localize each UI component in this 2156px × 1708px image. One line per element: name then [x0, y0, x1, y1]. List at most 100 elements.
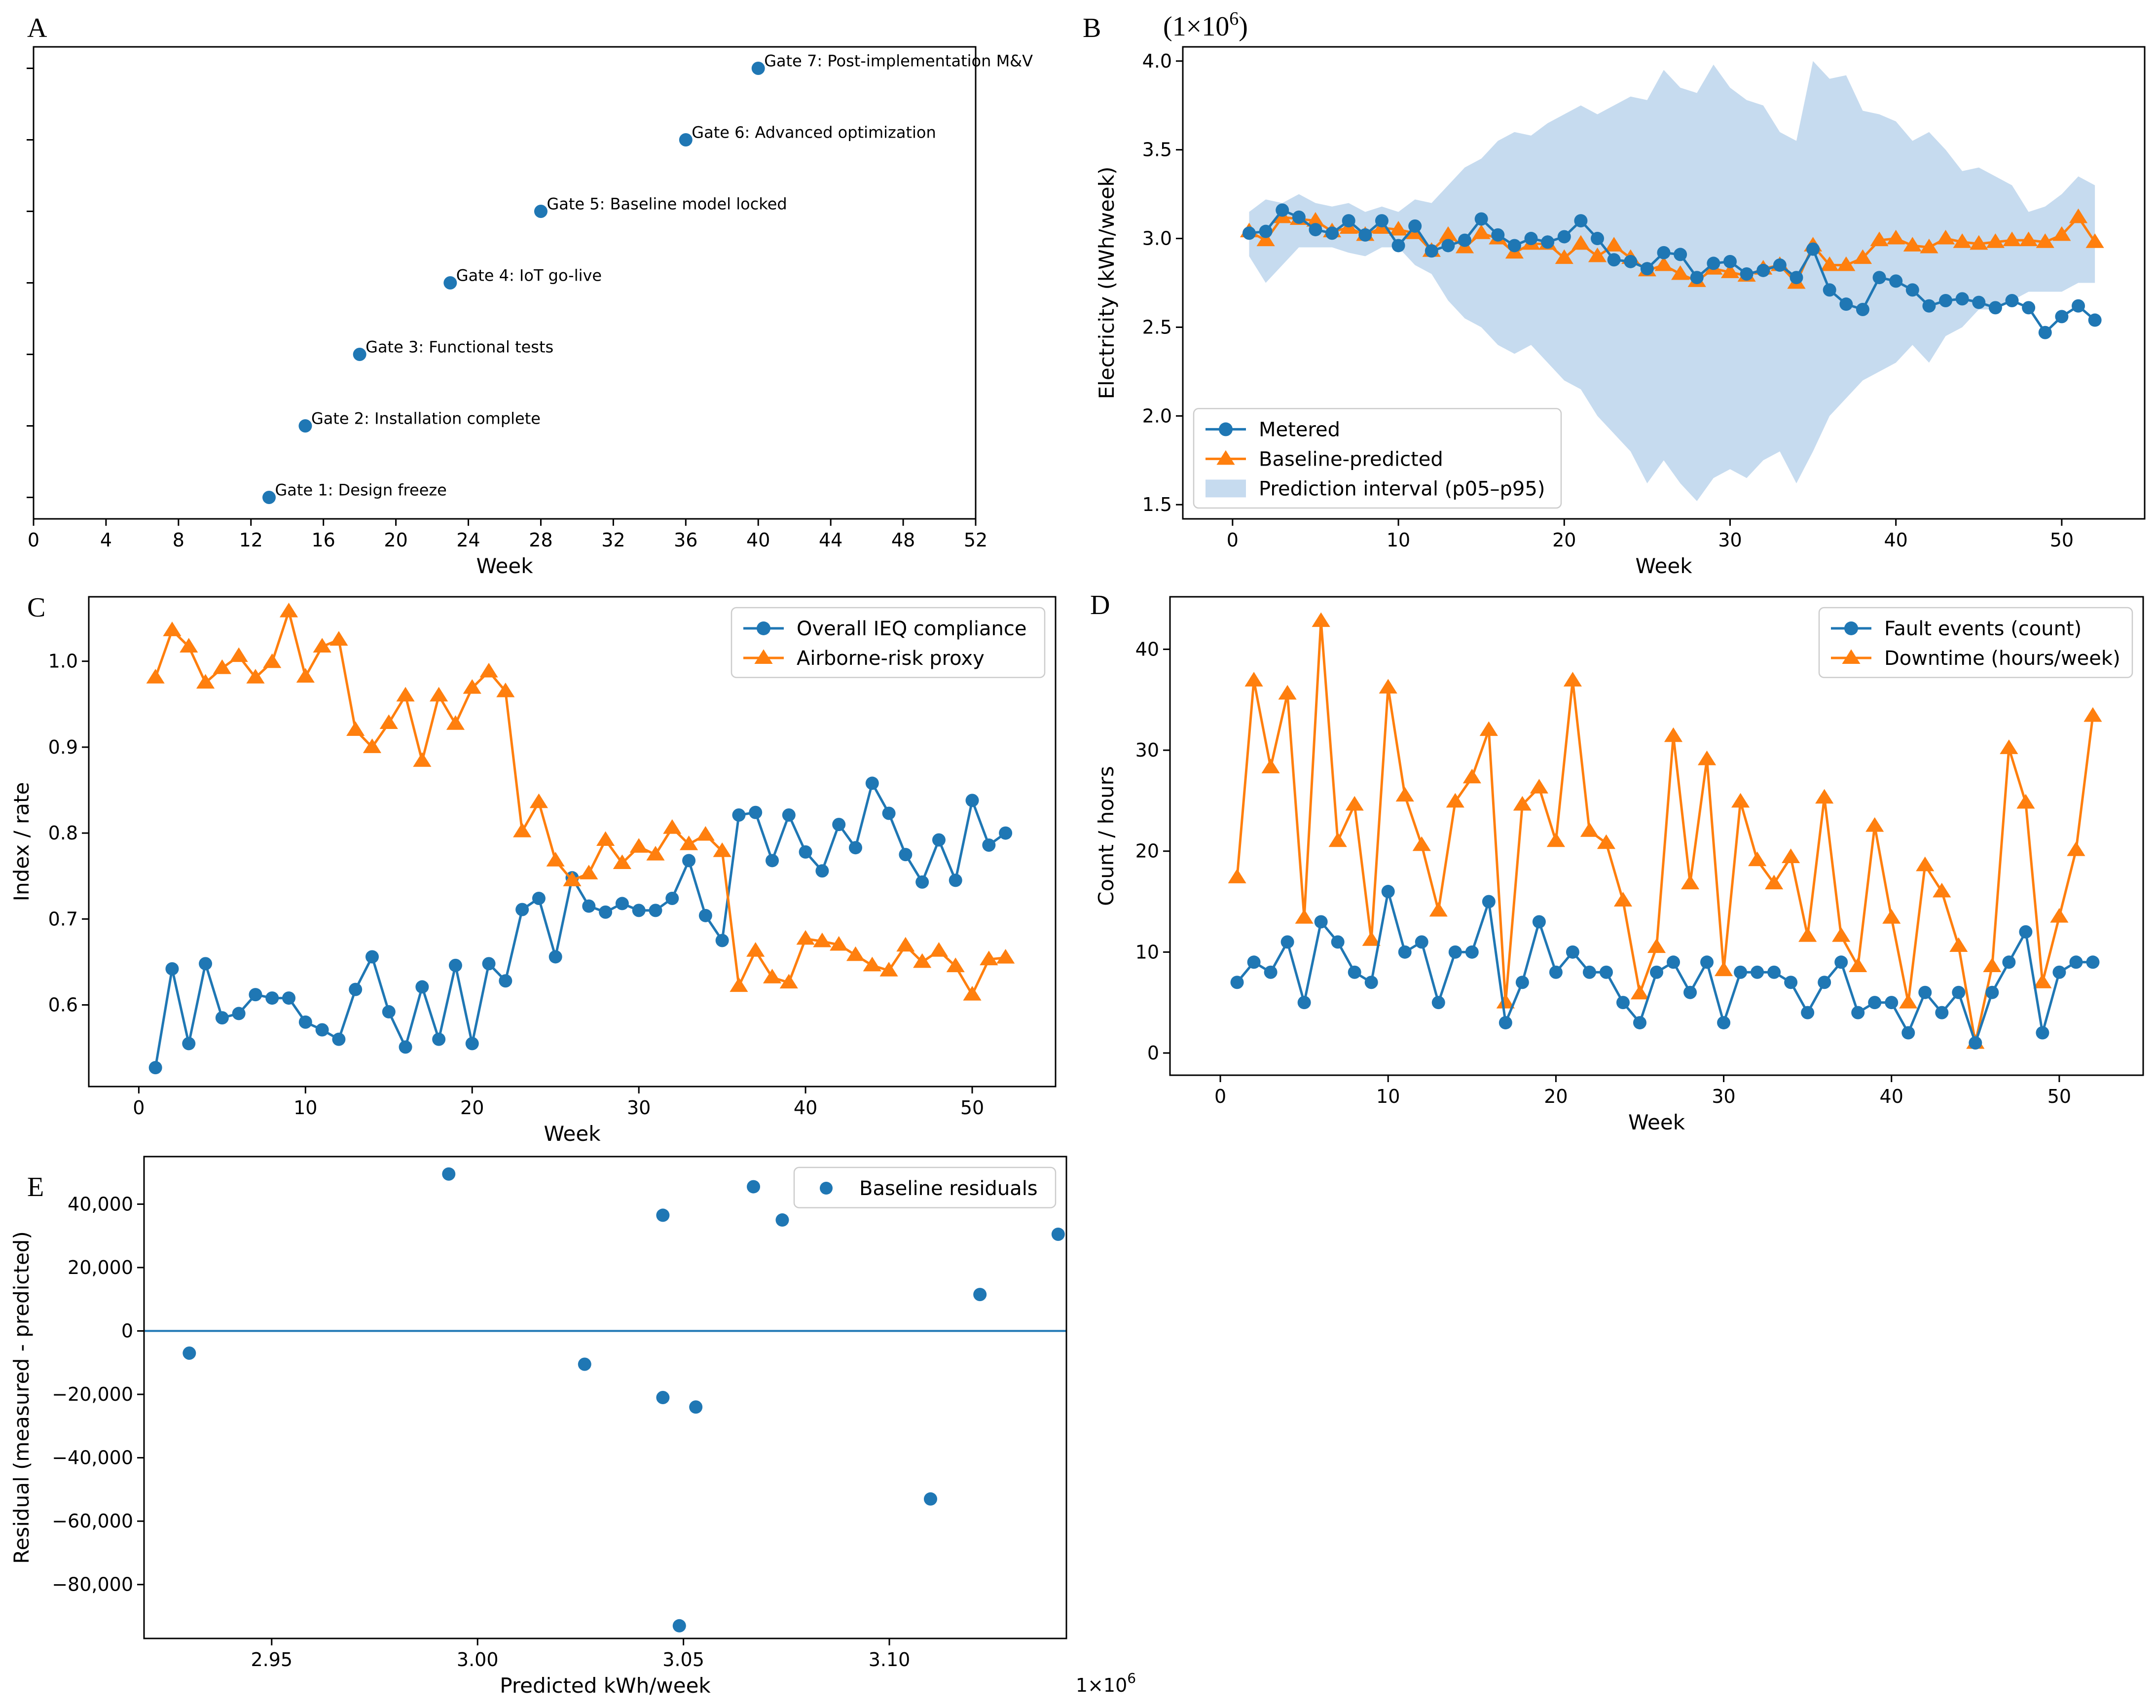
gate-label: Gate 4: IoT go-live: [456, 266, 602, 285]
downtime-point: [1782, 848, 1800, 863]
metered-point: [1988, 301, 2002, 315]
metered-point: [1723, 254, 1737, 268]
x-tick-label: 30: [1718, 529, 1742, 551]
y-tick-label: 0.9: [48, 736, 78, 758]
baseline-predicted-point: [2052, 226, 2071, 241]
ieq-compliance-point: [182, 1037, 196, 1051]
ieq-compliance-point: [365, 950, 379, 964]
ieq-compliance-point: [165, 962, 179, 976]
baseline-predicted-line: [1248, 216, 2096, 284]
airborne-risk-point: [446, 715, 465, 730]
airborne-risk-point: [513, 822, 532, 837]
gate-point: [298, 419, 312, 433]
ieq-compliance-point: [548, 950, 562, 964]
ieq-compliance-point: [349, 982, 363, 996]
metered-point: [1574, 214, 1588, 228]
metered-point: [1839, 297, 1853, 311]
downtime-point: [1362, 931, 1381, 946]
downtime-point: [2067, 841, 2085, 856]
ieq-compliance-line: [154, 782, 1007, 1068]
metered-point: [2022, 301, 2036, 315]
ieq-compliance-point: [265, 991, 279, 1005]
baseline-predicted-point: [2085, 233, 2104, 248]
metered-point: [1591, 232, 1605, 246]
downtime-point: [1630, 984, 1649, 1000]
ieq-compliance-point: [682, 854, 696, 868]
downtime-point: [1899, 993, 1918, 1009]
airborne-risk-point: [313, 638, 331, 653]
metered-point: [1640, 262, 1654, 276]
legend-marker: [1219, 422, 1233, 436]
ieq-compliance-point: [782, 808, 796, 822]
fault-events-point: [2019, 925, 2033, 939]
airborne-risk-point: [746, 942, 765, 957]
downtime-point: [1916, 856, 1935, 872]
x-axis-label: Predicted kWh/week: [500, 1673, 711, 1698]
baseline-predicted-point: [1837, 256, 1856, 271]
airborne-risk-point: [613, 854, 631, 870]
downtime-point: [1462, 768, 1481, 784]
downtime-point: [1530, 779, 1548, 794]
metered-point: [1922, 299, 1936, 313]
airborne-risk-point: [496, 682, 515, 697]
y-axis-label: Electricity (kWh/week): [1095, 167, 1119, 400]
residual-point: [578, 1357, 591, 1371]
airborne-risk-point: [329, 631, 348, 646]
downtime-point: [1312, 612, 1330, 627]
gate-label: Gate 7: Post-implementation M&V: [764, 52, 1033, 71]
gate-point: [262, 491, 276, 504]
downtime-point: [1765, 874, 1784, 890]
x-tick-label: 50: [2050, 529, 2074, 551]
x-tick-label: 10: [1387, 529, 1410, 551]
metered-point: [1690, 271, 1704, 285]
y-tick-label: 2.0: [1142, 405, 1172, 427]
downtime-point: [1815, 789, 1834, 804]
airborne-risk-point: [896, 937, 915, 952]
residual-point: [747, 1180, 761, 1194]
gate-point: [534, 205, 548, 218]
metered-point: [1773, 258, 1787, 272]
y-tick-label: 40,000: [68, 1193, 133, 1215]
fault-events-point: [1297, 996, 1311, 1010]
x-tick-label: 2.95: [251, 1649, 292, 1671]
ieq-compliance-point: [432, 1032, 446, 1046]
airborne-risk-point: [763, 969, 782, 983]
airborne-risk-point: [229, 647, 248, 662]
baseline-predicted-point: [1571, 235, 1590, 250]
downtime-point: [1865, 817, 1884, 832]
airborne-risk-point: [379, 714, 398, 729]
ieq-compliance-point: [899, 848, 913, 862]
baseline-predicted-point: [1472, 224, 1491, 239]
downtime-point: [1933, 882, 1951, 898]
baseline-predicted-point: [1970, 235, 1988, 250]
legend-label: Overall IEQ compliance: [797, 618, 1026, 640]
x-tick-label: 40: [1884, 529, 1908, 551]
x-tick-label: 3.00: [457, 1649, 499, 1671]
panel-letter: C: [27, 592, 45, 623]
fault-events-point: [1633, 1016, 1646, 1030]
ieq-compliance-point: [999, 826, 1013, 840]
fault-events-point: [1381, 885, 1395, 899]
ieq-compliance-point: [232, 1007, 246, 1020]
x-tick-label: 20: [460, 1097, 484, 1119]
fault-events-point: [1482, 895, 1496, 909]
y-scale-close: ): [1239, 11, 1248, 42]
y-tick-label: 3.5: [1142, 139, 1172, 161]
residual-point: [672, 1619, 686, 1633]
metered-point: [1939, 293, 1953, 307]
airborne-risk-point: [863, 956, 881, 972]
metered-point: [2088, 313, 2102, 327]
fault-events-point: [1616, 996, 1630, 1010]
x-tick-label: 52: [964, 529, 987, 551]
airborne-risk-point: [730, 977, 748, 992]
downtime-point: [1983, 957, 2002, 972]
airborne-risk-point: [980, 950, 998, 966]
airborne-risk-point: [996, 949, 1015, 964]
downtime-point: [2000, 739, 2018, 754]
baseline-predicted-point: [1820, 256, 1839, 271]
metered-point: [1425, 244, 1438, 258]
fault-events-point: [1717, 1016, 1731, 1030]
x-tick-label: 20: [384, 529, 407, 551]
y-tick-label: 4.0: [1142, 50, 1172, 72]
downtime-point: [1681, 874, 1700, 890]
